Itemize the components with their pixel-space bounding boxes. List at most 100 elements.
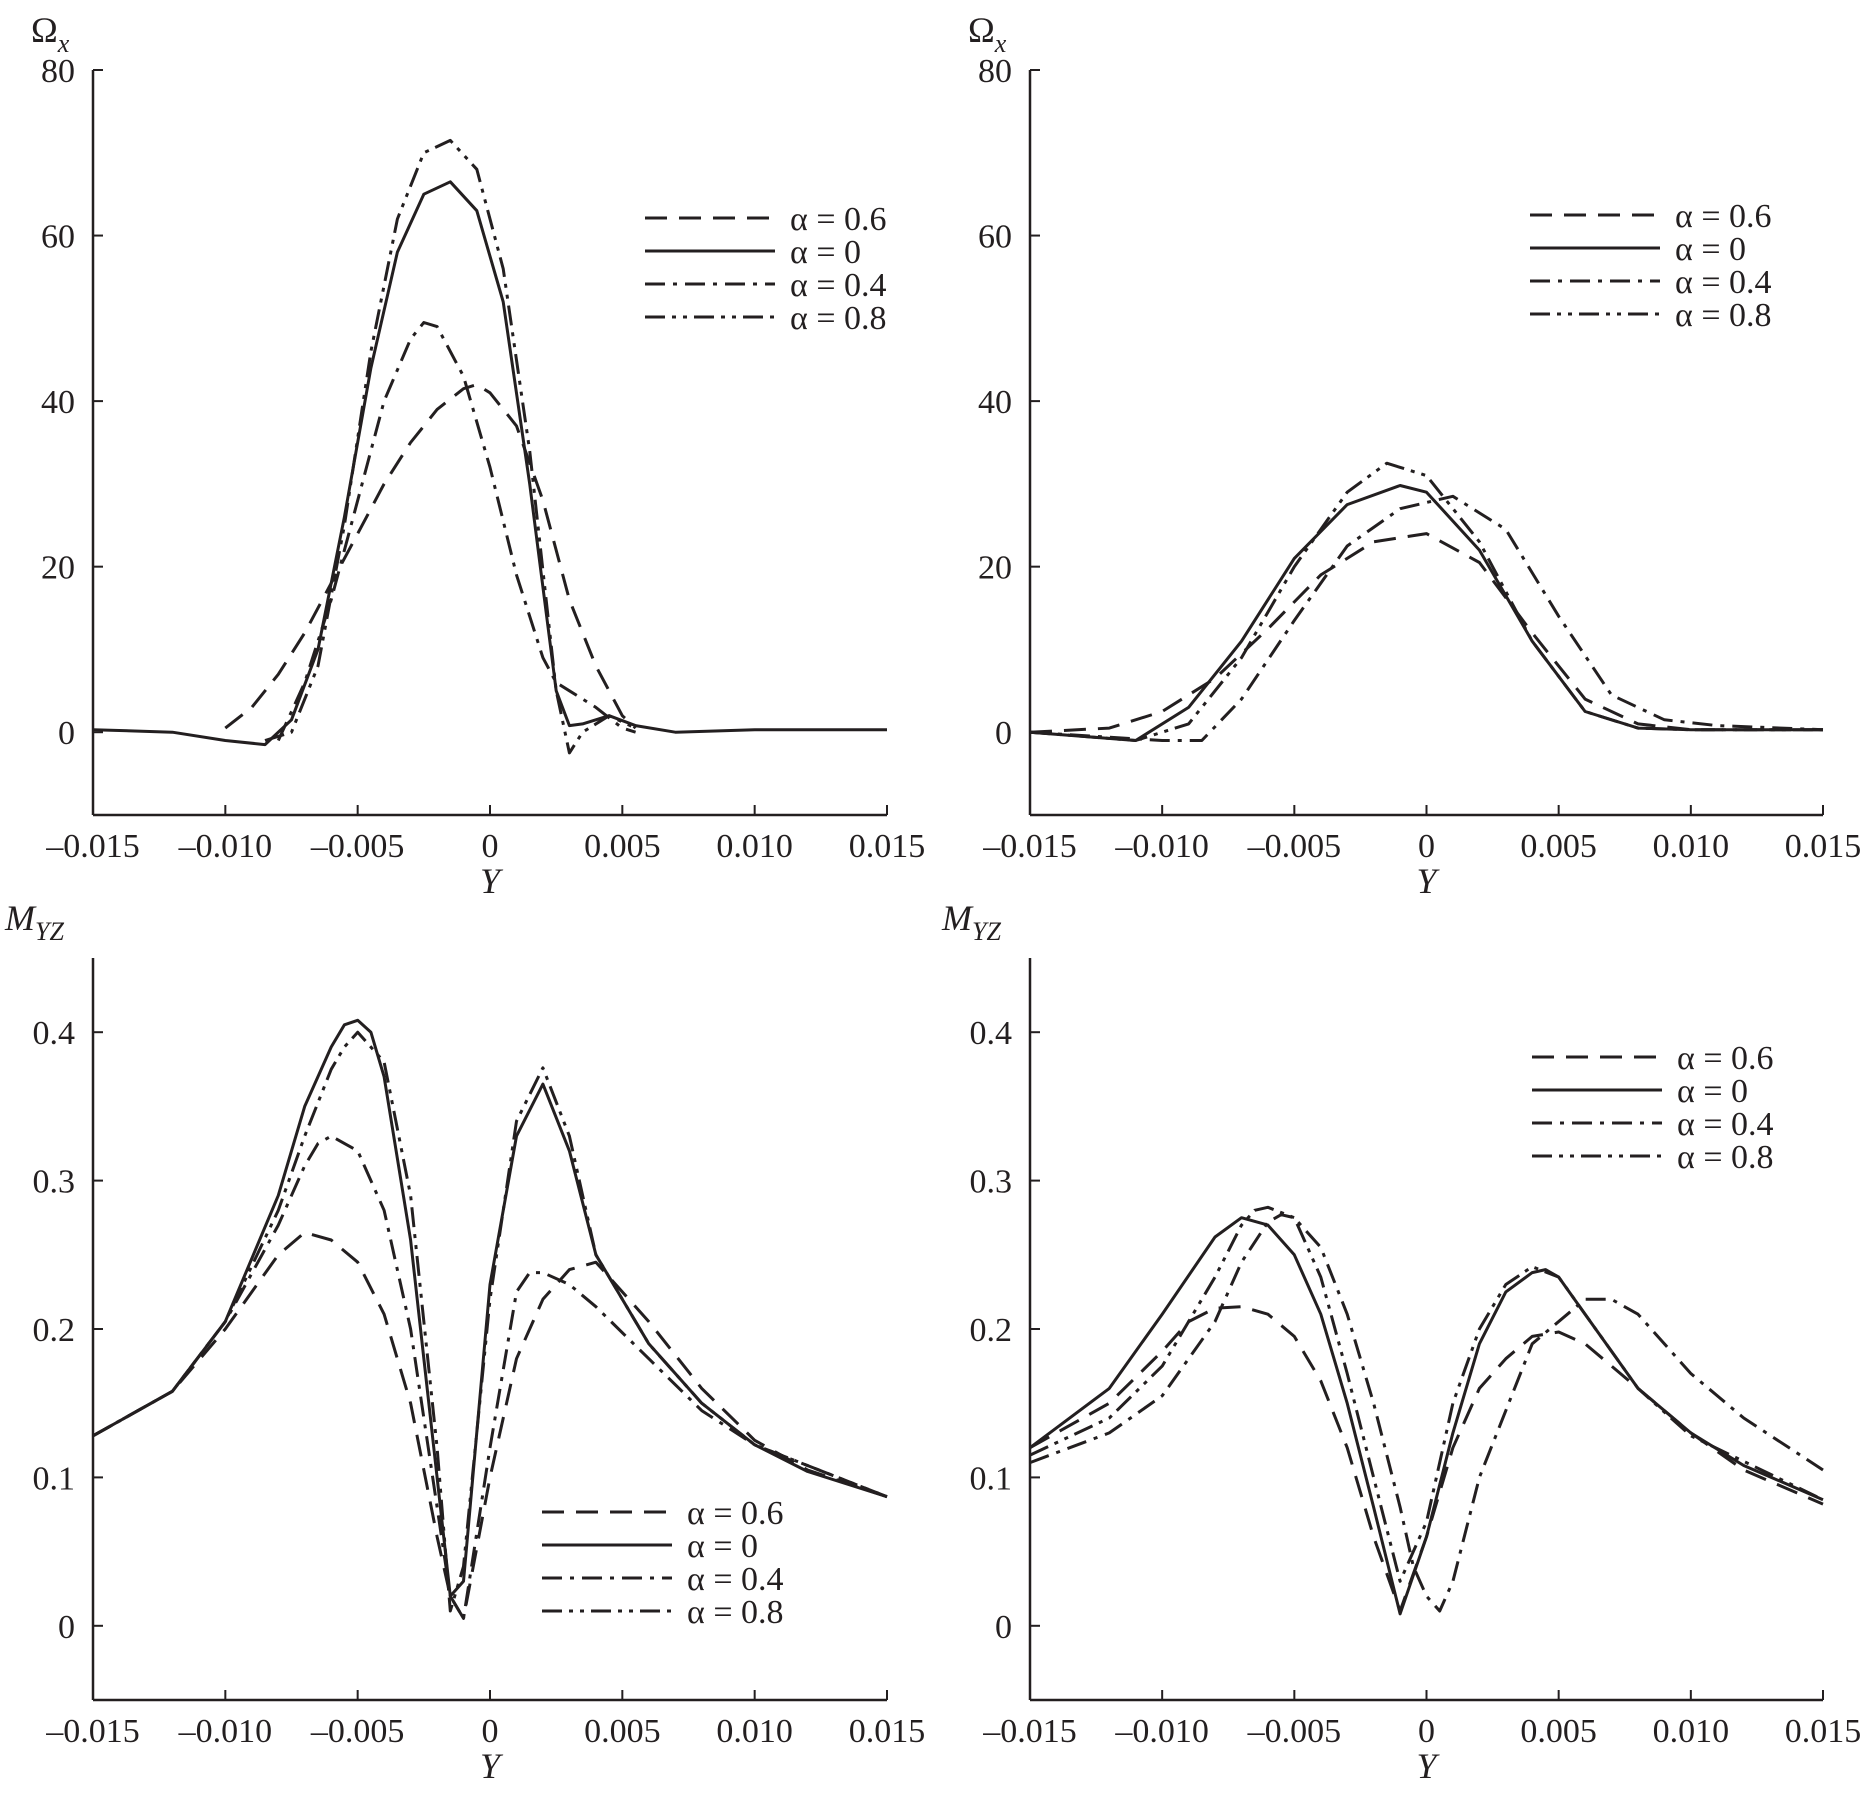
legend: α = 0.6α = 0α = 0.4α = 0.8 [645,201,887,337]
x-tick-label: 0.015 [849,828,926,865]
y-tick-label: 0 [58,715,75,752]
y-axis-title: MYZ [4,898,64,946]
series-line-solid [1029,484,1823,742]
series-line-dashdot [92,1134,888,1620]
y-axis-title: Ωx [968,10,1007,58]
series-line-dashed [1029,1305,1824,1613]
x-axis-title: Y [480,861,504,901]
y-tick-label: 20 [41,550,75,587]
x-tick-label: –0.005 [310,1713,405,1750]
x-tick-label: –0.010 [1114,1713,1209,1750]
x-tick-label: –0.005 [310,828,405,865]
y-tick-label: 0.1 [33,1460,76,1497]
y-tick-label: 0.2 [970,1312,1013,1349]
x-tick-label: 0.010 [716,1713,793,1750]
x-tick-label: 0 [482,828,499,865]
y-tick-label: 0.1 [970,1460,1013,1497]
y-axis-title-base: M [4,898,37,938]
x-tick-label: 0 [482,1713,499,1750]
legend-label: α = 0.4 [687,1561,784,1598]
series-line-dashdot [1029,494,1824,742]
legend-label: α = 0.4 [790,267,887,304]
legend-label: α = 0 [687,1528,758,1565]
series-line-dashdot [276,321,637,742]
x-axis-title: Y [1416,861,1440,901]
x-tick-label: –0.010 [1114,828,1209,865]
legend: α = 0.6α = 0α = 0.4α = 0.8 [542,1495,784,1631]
y-tick-label: 0 [58,1609,75,1646]
y-tick-label: 0.2 [33,1312,76,1349]
y-tick-label: 0 [995,715,1012,752]
series-line-dashed [224,383,637,730]
y-axis-title-base: M [941,898,974,938]
y-tick-label: 0.4 [33,1015,76,1052]
legend-label: α = 0.4 [1675,264,1772,301]
x-tick-label: –0.005 [1247,828,1342,865]
x-tick-label: 0.015 [1785,828,1862,865]
legend-label: α = 0.8 [1677,1139,1774,1176]
x-tick-label: –0.005 [1247,1713,1342,1750]
legend: α = 0.6α = 0α = 0.4α = 0.8 [1530,198,1772,334]
y-tick-label: 40 [41,384,75,421]
legend-label: α = 0.8 [1675,297,1772,334]
series-line-dashdot [1029,1213,1824,1613]
y-tick-label: 60 [978,219,1012,256]
y-axis-title-subscript: YZ [35,917,64,946]
series-line-solid [92,1018,888,1598]
x-tick-label: –0.015 [45,828,140,865]
y-tick-label: 0.3 [970,1164,1013,1201]
y-tick-label: 80 [41,53,75,90]
y-tick-label: 60 [41,219,75,256]
y-tick-label: 40 [978,384,1012,421]
y-axis-title-subscript: x [57,29,70,58]
x-tick-label: –0.015 [982,1713,1077,1750]
x-tick-label: –0.015 [45,1713,140,1750]
chart-panel-top-left: –0.015 –0.010 –0.005 0 0.005 0.010 0.015 0 20 40 6… [31,10,925,901]
y-tick-label: 20 [978,550,1012,587]
x-tick-label: 0.010 [716,828,793,865]
x-tick-label: 0.015 [849,1713,926,1750]
x-axis-title: Y [1416,1746,1440,1786]
x-tick-label: 0.005 [584,1713,661,1750]
series-line-dashdotdot [92,1030,888,1613]
x-tick-label: –0.010 [178,828,273,865]
chart-panel-bottom-left: –0.015 –0.010 –0.005 0 0.005 0.010 0.015 0 0.1 0.… [4,898,925,1786]
legend-label: α = 0 [1675,231,1746,268]
legend-label: α = 0.8 [790,300,887,337]
y-axis-title: MYZ [941,898,1001,946]
legend-label: α = 0.8 [687,1594,784,1631]
x-tick-label: 0.015 [1785,1713,1862,1750]
legend-label: α = 0.4 [1677,1106,1774,1143]
x-tick-label: –0.010 [178,1713,273,1750]
legend-label: α = 0.6 [1675,198,1772,235]
x-tick-label: 0.005 [584,828,661,865]
series-line-dashdotdot [1029,1205,1824,1583]
legend-label: α = 0 [1677,1073,1748,1110]
y-axis-title: Ωx [31,10,70,58]
x-tick-label: 0.005 [1520,1713,1597,1750]
x-tick-label: 0 [1418,1713,1435,1750]
y-tick-label: 0 [995,1609,1012,1646]
series-line-solid [1029,1216,1824,1616]
y-tick-label: 0.3 [33,1164,76,1201]
legend-label: α = 0.6 [1677,1040,1774,1077]
series-line-dashdotdot [264,138,637,755]
x-tick-label: 0.010 [1653,828,1730,865]
y-tick-label: 0.4 [970,1015,1013,1052]
y-axis-title-subscript: YZ [972,917,1001,946]
legend-label: α = 0.6 [790,201,887,238]
y-axis-title-base: Ω [31,10,58,50]
legend-label: α = 0.6 [687,1495,784,1532]
y-axis-title-base: Ω [968,10,995,50]
y-axis-title-subscript: x [994,29,1007,58]
x-tick-label: 0.010 [1653,1713,1730,1750]
x-tick-label: 0.005 [1520,828,1597,865]
chart-panel-top-right: –0.015 –0.010 –0.005 0 0.005 0.010 0.015 0 20 40 6… [968,10,1861,901]
chart-panel-bottom-right: –0.015 –0.010 –0.005 0 0.005 0.010 0.015 0 0.1 0.… [941,898,1861,1786]
x-tick-label: 0 [1418,828,1435,865]
x-tick-label: –0.015 [982,828,1077,865]
x-axis-title: Y [480,1746,504,1786]
series-line-solid [92,180,887,747]
